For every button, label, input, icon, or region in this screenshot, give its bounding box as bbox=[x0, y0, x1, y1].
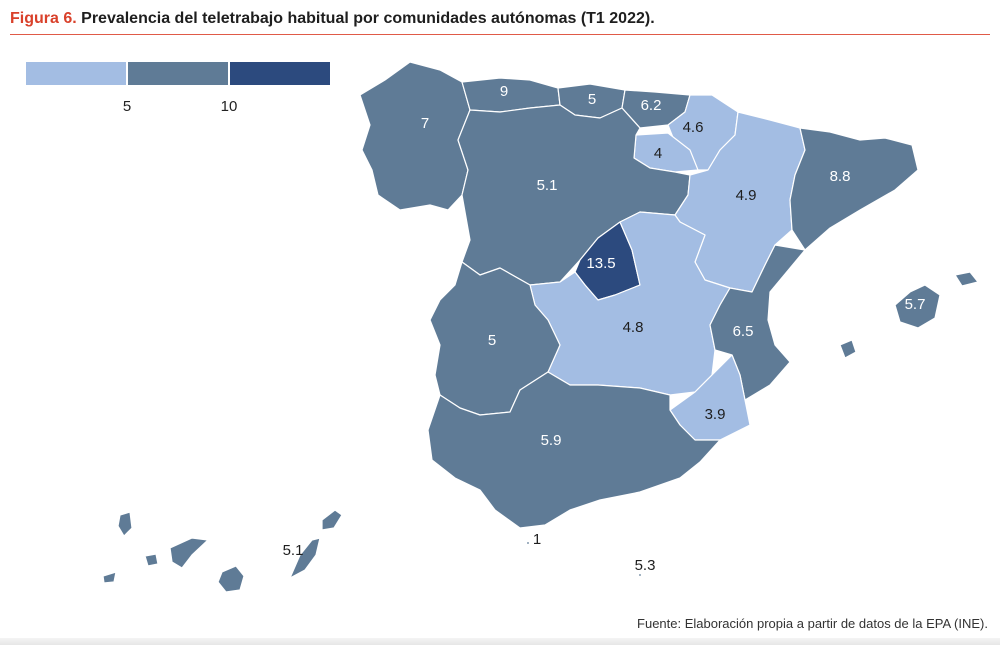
region-cataluna[interactable] bbox=[789, 127, 919, 251]
region-baleares[interactable] bbox=[894, 284, 941, 329]
region-melilla[interactable] bbox=[637, 572, 643, 578]
label-cataluna: 8.8 bbox=[830, 168, 851, 185]
label-ceuta: 1 bbox=[533, 531, 541, 548]
legend-swatch-low bbox=[26, 62, 126, 85]
legend-tick-5: 5 bbox=[122, 98, 132, 115]
region-canarias-el-hierro[interactable] bbox=[102, 571, 117, 584]
region-baleares-ibiza[interactable] bbox=[839, 339, 857, 359]
figure-header: Figura 6. Prevalencia del teletrabajo ha… bbox=[10, 10, 990, 28]
figure-label: Figura 6. bbox=[10, 10, 77, 27]
label-galicia: 7 bbox=[421, 115, 429, 132]
bottom-bar bbox=[0, 638, 1000, 645]
legend-swatch-high bbox=[230, 62, 330, 85]
region-ceuta[interactable] bbox=[525, 540, 531, 546]
region-canarias-fuerteventura[interactable] bbox=[289, 537, 321, 579]
source-note: Fuente: Elaboración propia a partir de d… bbox=[637, 616, 988, 631]
label-andalucia: 5.9 bbox=[541, 432, 562, 449]
legend-tick-10: 10 bbox=[220, 98, 238, 115]
legend-swatch-mid bbox=[128, 62, 228, 85]
label-murcia: 3.9 bbox=[705, 406, 726, 423]
label-castilla-la-mancha: 4.8 bbox=[623, 319, 644, 336]
region-canarias-la-gomera[interactable] bbox=[144, 553, 159, 567]
region-canarias-la-palma[interactable] bbox=[117, 511, 133, 537]
label-asturias: 9 bbox=[500, 83, 508, 100]
region-andalucia[interactable] bbox=[427, 371, 721, 529]
header-divider bbox=[10, 34, 990, 35]
figure-title: Prevalencia del teletrabajo habitual por… bbox=[81, 10, 655, 27]
label-canarias: 5.1 bbox=[283, 542, 304, 559]
label-pais-vasco: 6.2 bbox=[641, 97, 662, 114]
label-navarra: 4.6 bbox=[683, 119, 704, 136]
region-canarias-gran-canaria[interactable] bbox=[217, 565, 245, 593]
label-castilla-leon: 5.1 bbox=[537, 177, 558, 194]
label-la-rioja: 4 bbox=[654, 145, 662, 162]
region-galicia[interactable] bbox=[359, 61, 471, 211]
label-melilla: 5.3 bbox=[635, 557, 656, 574]
label-aragon: 4.9 bbox=[736, 187, 757, 204]
region-canarias-tenerife[interactable] bbox=[169, 537, 209, 569]
label-baleares: 5.7 bbox=[905, 296, 926, 313]
region-canarias-lanzarote[interactable] bbox=[321, 509, 343, 531]
label-valencia: 6.5 bbox=[733, 323, 754, 340]
label-cantabria: 5 bbox=[588, 91, 596, 108]
label-extremadura: 5 bbox=[488, 332, 496, 349]
label-madrid: 13.5 bbox=[586, 255, 615, 272]
region-baleares-menorca[interactable] bbox=[954, 271, 979, 287]
